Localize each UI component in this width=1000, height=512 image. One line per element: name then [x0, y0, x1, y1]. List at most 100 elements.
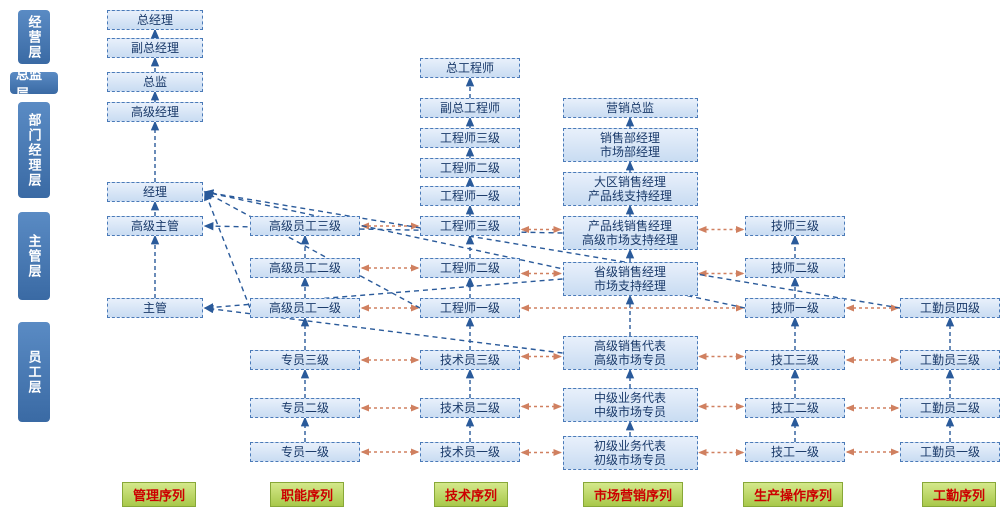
- node-n-wk3: 工勤员三级: [900, 350, 1000, 370]
- layer-label-l3: 部门经理层: [18, 102, 50, 198]
- node-n-sp2: 专员二级: [250, 398, 360, 418]
- node-line: 技工一级: [771, 445, 819, 459]
- node-n-se1: 高级员工一级: [250, 298, 360, 318]
- column-label-c4: 市场营销序列: [583, 482, 683, 507]
- node-n-bmk: 大区销售经理产品线支持经理: [563, 172, 698, 206]
- node-line: 专员三级: [281, 353, 329, 367]
- node-line: 工程师二级: [440, 261, 500, 275]
- node-n-sup: 主管: [107, 298, 203, 318]
- node-n-msr: 中级业务代表中级市场专员: [563, 388, 698, 422]
- column-label-c1: 管理序列: [122, 482, 196, 507]
- node-n-tw3: 技工三级: [745, 350, 845, 370]
- node-line: 副总经理: [131, 41, 179, 55]
- node-n-en1a: 工程师一级: [420, 186, 520, 206]
- node-n-smgr: 高级经理: [107, 102, 203, 122]
- node-line: 高级市场支持经理: [582, 233, 678, 247]
- node-n-dir: 总监: [107, 72, 203, 92]
- node-n-wk4: 工勤员四级: [900, 298, 1000, 318]
- node-n-gm: 总经理: [107, 10, 203, 30]
- node-n-en3: 工程师三级: [420, 216, 520, 236]
- node-line: 初级业务代表: [594, 439, 666, 453]
- node-line: 总监: [143, 75, 167, 89]
- node-line: 产品线销售经理: [588, 219, 672, 233]
- node-line: 工勤员四级: [920, 301, 980, 315]
- node-line: 技术员三级: [440, 353, 500, 367]
- layer-label-l4: 主管层: [18, 212, 50, 300]
- node-line: 技师三级: [771, 219, 819, 233]
- node-line: 总经理: [137, 13, 173, 27]
- node-n-se3: 高级员工三级: [250, 216, 360, 236]
- node-n-tw2: 技工二级: [745, 398, 845, 418]
- node-line: 工程师三级: [440, 219, 500, 233]
- node-line: 技工二级: [771, 401, 819, 415]
- node-n-smk: 销售部经理市场部经理: [563, 128, 698, 162]
- node-n-dgm: 副总经理: [107, 38, 203, 58]
- node-line: 高级员工二级: [269, 261, 341, 275]
- node-line: 市场支持经理: [594, 279, 666, 293]
- node-line: 技师一级: [771, 301, 819, 315]
- node-line: 技术员二级: [440, 401, 500, 415]
- node-n-tk3: 技师三级: [745, 216, 845, 236]
- node-line: 工勤员三级: [920, 353, 980, 367]
- node-line: 专员二级: [281, 401, 329, 415]
- node-n-en3a: 工程师三级: [420, 128, 520, 148]
- node-n-sp1: 专员一级: [250, 442, 360, 462]
- node-n-en1: 工程师一级: [420, 298, 520, 318]
- node-n-te1: 技术员一级: [420, 442, 520, 462]
- node-line: 中级市场专员: [594, 405, 666, 419]
- node-n-ce: 总工程师: [420, 58, 520, 78]
- node-line: 高级主管: [131, 219, 179, 233]
- node-line: 技师二级: [771, 261, 819, 275]
- column-label-c3: 技术序列: [434, 482, 508, 507]
- node-line: 高级经理: [131, 105, 179, 119]
- node-line: 市场部经理: [600, 145, 660, 159]
- node-line: 副总工程师: [440, 101, 500, 115]
- node-n-te3: 技术员三级: [420, 350, 520, 370]
- node-line: 省级销售经理: [594, 265, 666, 279]
- column-label-c2: 职能序列: [270, 482, 344, 507]
- node-n-en2a: 工程师二级: [420, 158, 520, 178]
- node-line: 初级市场专员: [594, 453, 666, 467]
- node-line: 高级员工三级: [269, 219, 341, 233]
- node-n-wk1: 工勤员一级: [900, 442, 1000, 462]
- node-line: 技工三级: [771, 353, 819, 367]
- node-line: 产品线支持经理: [588, 189, 672, 203]
- node-n-ssr: 高级销售代表高级市场专员: [563, 336, 698, 370]
- node-n-wk2: 工勤员二级: [900, 398, 1000, 418]
- node-n-jsr: 初级业务代表初级市场专员: [563, 436, 698, 470]
- node-line: 工程师二级: [440, 161, 500, 175]
- node-n-tk1: 技师一级: [745, 298, 845, 318]
- node-n-md: 营销总监: [563, 98, 698, 118]
- column-label-c6: 工勤序列: [922, 482, 996, 507]
- layer-label-l2: 总监层: [10, 72, 58, 94]
- node-n-ssup: 高级主管: [107, 216, 203, 236]
- node-n-sp3: 专员三级: [250, 350, 360, 370]
- node-line: 工程师一级: [440, 189, 500, 203]
- node-line: 专员一级: [281, 445, 329, 459]
- node-line: 销售部经理: [600, 131, 660, 145]
- node-line: 工程师一级: [440, 301, 500, 315]
- node-n-mgr: 经理: [107, 182, 203, 202]
- node-line: 经理: [143, 185, 167, 199]
- node-line: 营销总监: [606, 101, 654, 115]
- node-line: 大区销售经理: [594, 175, 666, 189]
- node-line: 总工程师: [446, 61, 494, 75]
- node-line: 高级销售代表: [594, 339, 666, 353]
- node-line: 高级市场专员: [594, 353, 666, 367]
- node-line: 高级员工一级: [269, 301, 341, 315]
- node-line: 工勤员一级: [920, 445, 980, 459]
- layer-label-l1: 经营层: [18, 10, 50, 64]
- node-n-dce: 副总工程师: [420, 98, 520, 118]
- node-line: 工程师三级: [440, 131, 500, 145]
- node-n-se2: 高级员工二级: [250, 258, 360, 278]
- node-line: 技术员一级: [440, 445, 500, 459]
- layer-label-l5: 员工层: [18, 322, 50, 422]
- node-n-tw1: 技工一级: [745, 442, 845, 462]
- column-label-c5: 生产操作序列: [743, 482, 843, 507]
- node-line: 中级业务代表: [594, 391, 666, 405]
- node-n-pvm: 省级销售经理市场支持经理: [563, 262, 698, 296]
- node-line: 主管: [143, 301, 167, 315]
- node-n-en2: 工程师二级: [420, 258, 520, 278]
- node-n-tk2: 技师二级: [745, 258, 845, 278]
- node-n-te2: 技术员二级: [420, 398, 520, 418]
